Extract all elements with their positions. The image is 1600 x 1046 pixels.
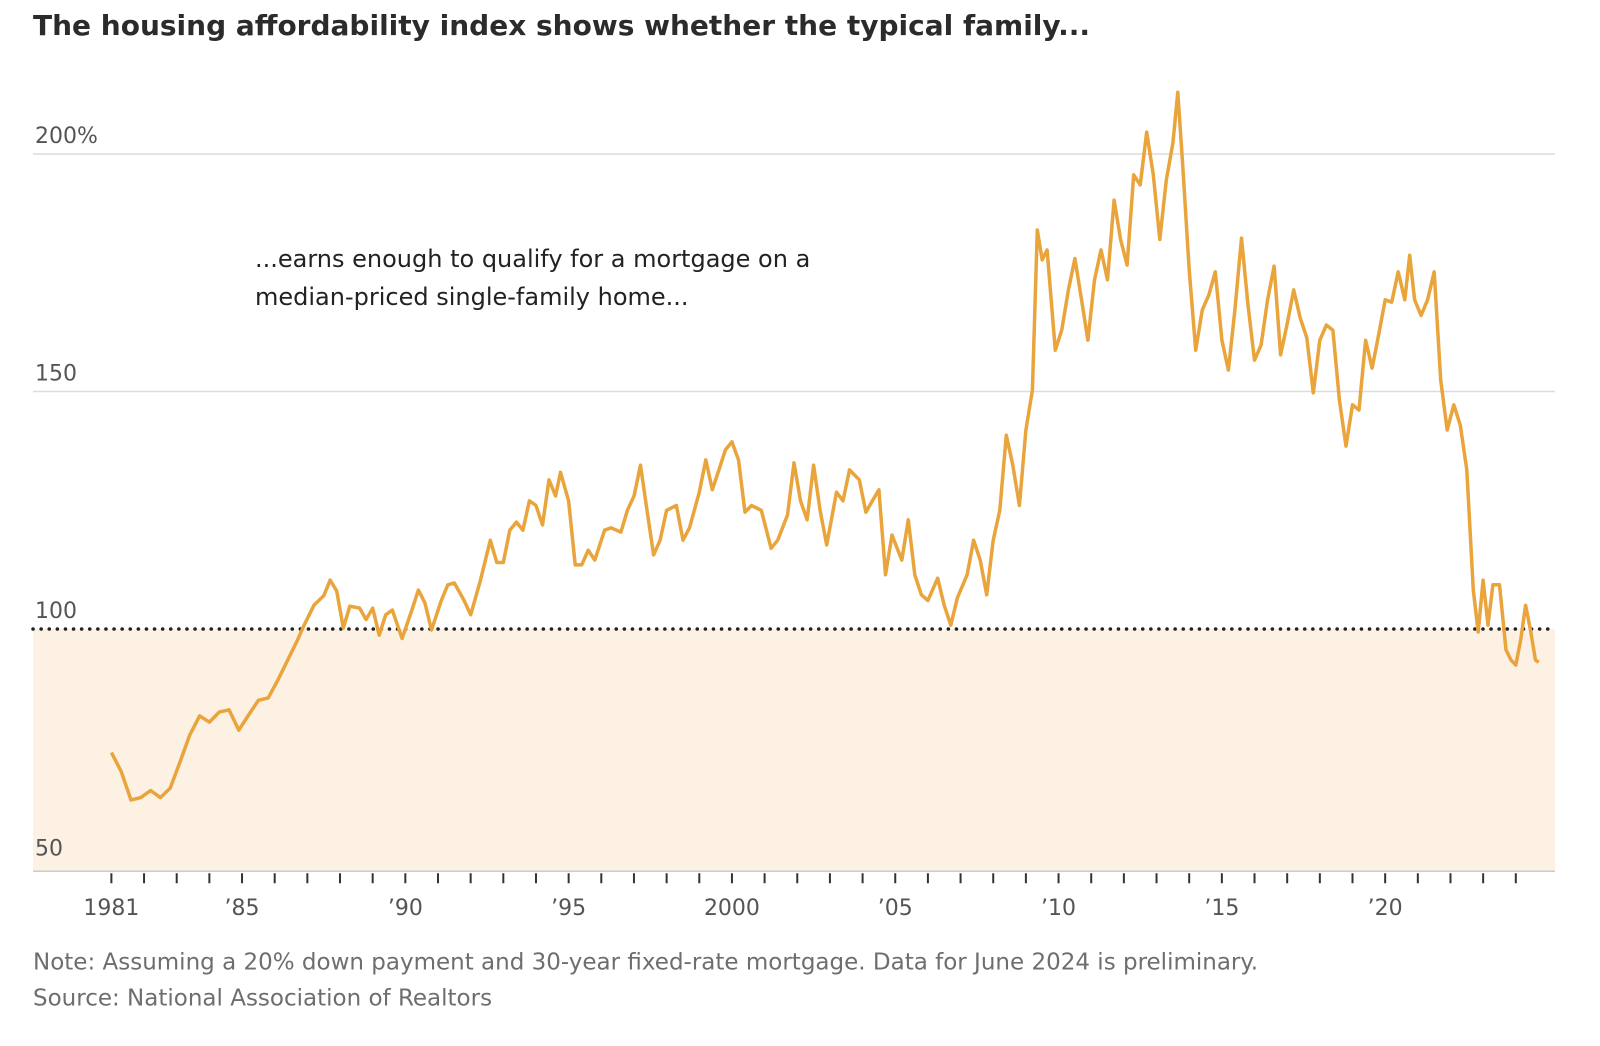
source: Source: National Association of Realtors [33,986,492,1012]
annotation: median-priced single-family home... [255,283,689,311]
data-line [109,90,1540,802]
note: Note: Assuming a 20% down payment and 30… [33,950,1258,976]
y-tick-label: 200% [35,124,98,149]
x-tick-label: ’15 [1204,896,1239,921]
y-tick-label: 150 [35,362,77,387]
x-tick-label: ’10 [1041,896,1076,921]
x-tick-label: ’95 [551,896,586,921]
y-tick-label: 100 [35,599,77,624]
below-threshold-area [33,629,1555,872]
annotation: ...earns enough to qualify for a mortgag… [255,245,810,273]
x-tick-label: 1981 [83,896,139,921]
x-tick-label: ’05 [878,896,913,921]
x-tick-label: ’20 [1368,896,1403,921]
x-tick-label: ’85 [225,896,260,921]
y-tick-label: 50 [35,837,63,862]
chart-title: The housing affordability index shows wh… [33,9,1090,42]
x-tick-label: 2000 [704,896,760,921]
x-tick-label: ’90 [388,896,423,921]
